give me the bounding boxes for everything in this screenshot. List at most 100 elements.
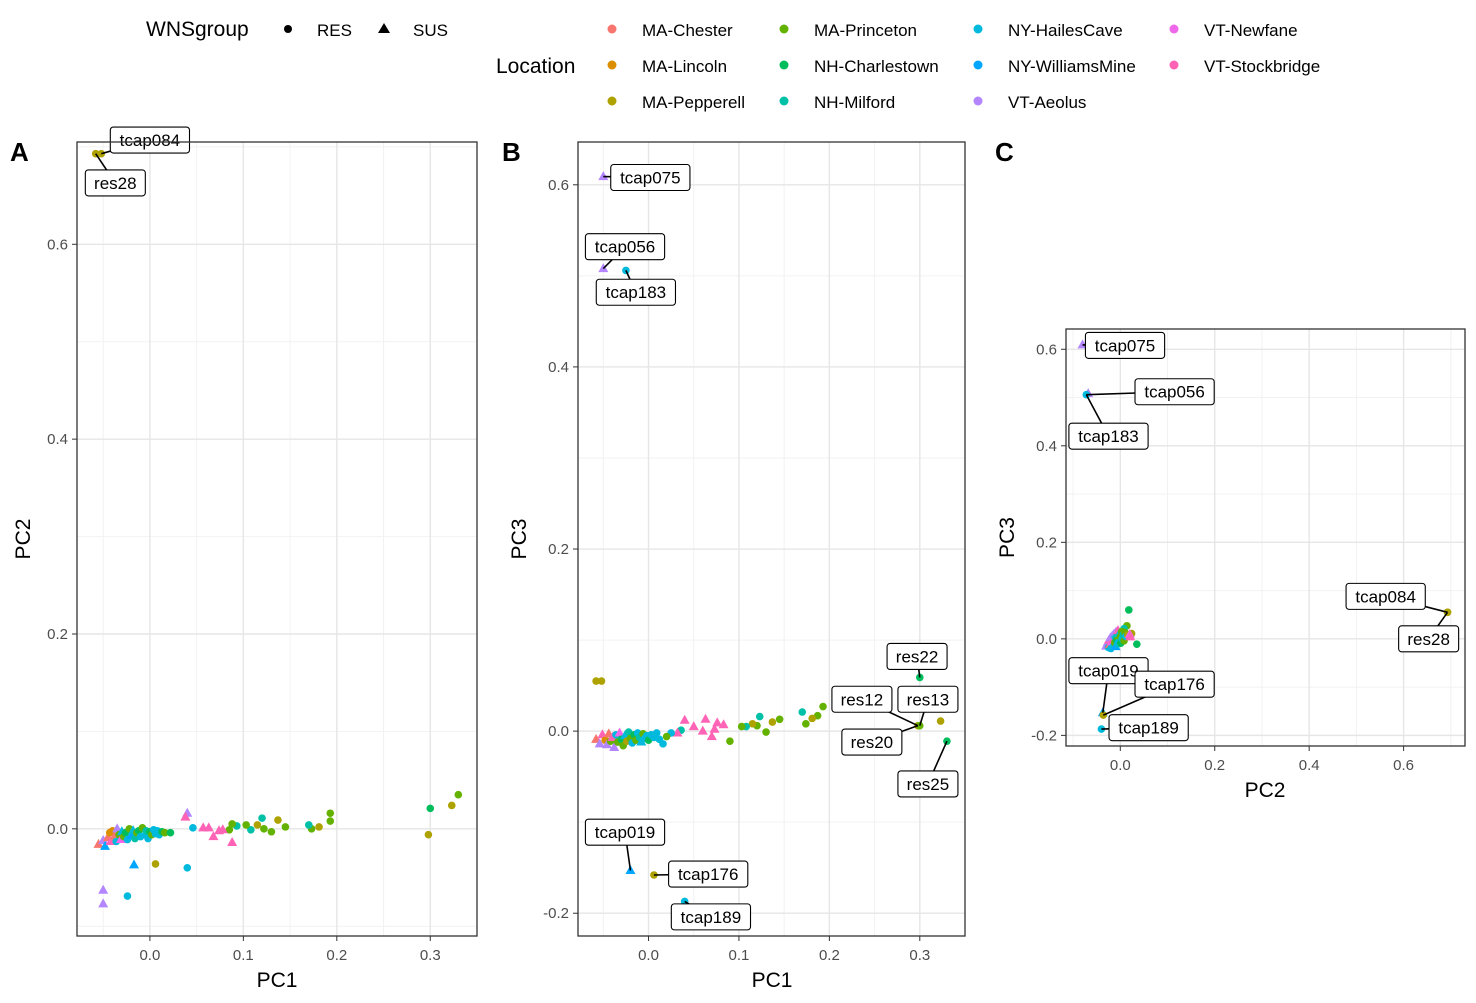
legend-color-swatch [779, 96, 789, 106]
point-sus [607, 732, 618, 741]
legend-color-label: NY-WilliamsMine [1008, 57, 1136, 76]
point-res [762, 728, 770, 736]
y-axis-title: PC2 [12, 519, 35, 560]
x-axis-title: PC1 [752, 969, 793, 992]
label-box [584, 818, 666, 846]
point-res [808, 714, 816, 723]
x-axis-title: PC1 [257, 969, 298, 992]
label-box [1084, 331, 1166, 359]
y-tick-label: 0.2 [548, 541, 569, 558]
point-res [592, 677, 600, 685]
point-res [424, 830, 433, 839]
label-box [109, 126, 191, 154]
panel-a: A 0.0 0.1 0.2 0.3 0.0 0.2 0.4 0.6 PC1 PC2 tcap084 r… [10, 126, 478, 992]
label-box [1134, 670, 1215, 698]
panel-b: B 0.0 0.1 0.2 0.3 -0.2 0.0 0.2 0.4 0.6 PC1 PC3 tcap… [502, 137, 966, 992]
point-sus [93, 838, 104, 848]
points [591, 171, 951, 906]
point-label: res12 [841, 690, 884, 709]
y-tick-label: -0.2 [543, 905, 569, 922]
point-sus [1125, 631, 1136, 641]
point-res [183, 864, 192, 872]
point-sus [614, 727, 625, 737]
y-tick-label: 0.0 [1036, 631, 1057, 648]
point-label: res22 [896, 647, 939, 666]
point-res [775, 715, 784, 724]
point-sus [227, 836, 238, 846]
legend-color-swatch [973, 24, 983, 34]
point-sus [679, 714, 690, 724]
point-res [802, 720, 810, 728]
x-tick-label: 0.1 [729, 947, 750, 964]
point-res [189, 824, 197, 832]
y-tick-label: 0.6 [47, 236, 68, 253]
point-sus [601, 739, 612, 749]
point-sus [203, 822, 214, 832]
point-sus [129, 859, 140, 869]
point-res [315, 823, 323, 831]
point-label: tcap176 [678, 865, 739, 884]
legend-shape-title: WNSgroup [146, 18, 249, 41]
points [91, 149, 463, 908]
legend-color-swatch [973, 60, 983, 70]
point-sus [672, 727, 683, 737]
point-res [768, 718, 777, 726]
grid [77, 142, 478, 936]
point-res [258, 814, 266, 822]
legend-color-label: MA-Chester [642, 21, 733, 40]
point-sus [594, 738, 605, 748]
point-sus [688, 721, 699, 731]
legend-color-swatch [607, 96, 617, 106]
panel-c: C 0.0 0.2 0.4 0.6 -0.2 0.0 0.2 0.4 0.6 PC2 PC3 tcap… [995, 137, 1466, 802]
label-box [1068, 422, 1149, 450]
y-tick-label: 0.0 [548, 723, 569, 740]
point-res [936, 717, 945, 725]
point-sus [98, 884, 109, 894]
y-tick-label: 0.2 [47, 626, 68, 643]
point-sus [712, 717, 723, 727]
legend-color-label: MA-Lincoln [642, 57, 727, 76]
point-res [426, 804, 435, 813]
point-res [161, 828, 169, 837]
panel-c-tag: C [995, 137, 1014, 167]
point-res [798, 708, 807, 716]
legend-color-items: MA-Chester MA-Lincoln MA-Pepperell MA-Princ… [607, 21, 1320, 112]
x-tick-label: 0.4 [1299, 757, 1320, 774]
x-tick-label: 0.1 [233, 947, 254, 964]
x-tick-label: 0.3 [420, 947, 441, 964]
points [1077, 339, 1452, 733]
point-sus [180, 811, 191, 821]
point-res [447, 801, 456, 810]
x-tick-label: 0.3 [909, 947, 930, 964]
legend-color-label: NY-HailesCave [1008, 21, 1123, 40]
y-tick-label: 0.0 [47, 821, 68, 838]
legend-color-swatch [973, 96, 983, 106]
label-box [610, 163, 691, 192]
label-box [1345, 582, 1426, 610]
x-tick-label: 0.0 [638, 947, 659, 964]
legend-res-circle-icon [284, 25, 292, 33]
point-res [748, 720, 757, 728]
point-res [304, 821, 313, 829]
label-box [897, 685, 959, 713]
point-label: res20 [851, 733, 894, 752]
panel-border [1065, 328, 1466, 747]
legend-shape-label-sus: SUS [413, 21, 448, 40]
legend-color-swatch [607, 60, 617, 70]
point-label: res25 [907, 775, 950, 794]
y-tick-label: 0.6 [1036, 341, 1057, 358]
point-label: tcap084 [120, 131, 181, 150]
point-labels: tcap075 tcap056 tcap183 res22 res12 res13 res2… [584, 163, 959, 931]
point-res [659, 740, 667, 748]
point-sus [598, 171, 609, 181]
panel-b-tag: B [502, 137, 521, 167]
point-res [166, 828, 175, 837]
legend-color-label: VT-Newfane [1204, 21, 1298, 40]
legend-color-label: MA-Princeton [814, 21, 917, 40]
point-res [726, 737, 734, 745]
panel-a-tag: A [10, 137, 29, 167]
legend-shape-label-res: RES [317, 21, 352, 40]
label-box [897, 770, 959, 798]
